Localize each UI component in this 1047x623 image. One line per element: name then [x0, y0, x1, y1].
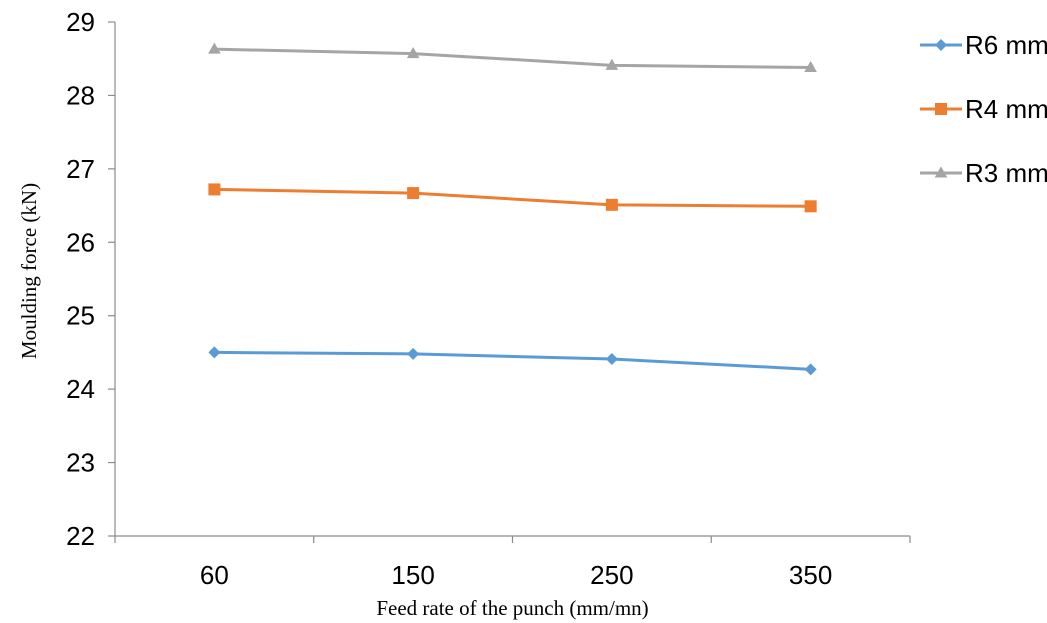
series-r4-mm [208, 183, 817, 213]
y-tick-label: 29 [66, 7, 95, 37]
data-point [208, 183, 221, 196]
y-axis-title: Moulding force (kN) [17, 183, 41, 359]
series-r3-mm [208, 42, 817, 73]
series-line [214, 47, 811, 70]
data-point [407, 347, 420, 360]
data-point [804, 363, 817, 376]
legend: R6 mm R4 mm R3 mm [920, 30, 1047, 188]
y-tick-label: 27 [66, 154, 95, 184]
data-point [208, 42, 221, 54]
legend-marker [934, 166, 948, 178]
y-tick-label: 28 [66, 80, 95, 110]
y-tick-label: 22 [66, 521, 95, 551]
legend-item: R6 mm [920, 30, 1047, 60]
legend-marker [935, 103, 947, 115]
data-point [804, 200, 817, 213]
x-tick-label: 250 [590, 560, 633, 590]
y-tick-label: 25 [66, 301, 95, 331]
axes [114, 22, 910, 537]
x-axis-ticks: 60 150 250 350 [114, 536, 911, 590]
data-point [406, 46, 420, 59]
data-point [605, 198, 618, 211]
legend-item: R3 mm [920, 158, 1047, 188]
series-r6-mm [208, 346, 817, 376]
y-tick-label: 26 [66, 227, 95, 257]
y-tick-label: 23 [66, 448, 95, 478]
data-point [605, 58, 619, 70]
legend-label: R4 mm [965, 94, 1047, 124]
series-line [214, 350, 811, 371]
data-point [804, 60, 817, 73]
legend-label: R3 mm [965, 158, 1047, 188]
x-axis-title: Feed rate of the punch (mm/mn) [376, 596, 648, 620]
data-point [208, 346, 221, 359]
data-point [605, 353, 618, 366]
data-point [407, 187, 420, 200]
x-tick-label: 60 [200, 560, 229, 590]
legend-item: R4 mm [920, 94, 1047, 124]
x-tick-label: 350 [789, 560, 832, 590]
y-axis-ticks: 22 23 24 25 26 27 28 29 [66, 7, 115, 551]
x-tick-label: 150 [391, 560, 434, 590]
y-tick-label: 24 [66, 374, 95, 404]
series-line [214, 187, 811, 208]
series-layer [208, 42, 817, 376]
legend-label: R6 mm [965, 30, 1047, 60]
legend-marker [935, 39, 947, 51]
